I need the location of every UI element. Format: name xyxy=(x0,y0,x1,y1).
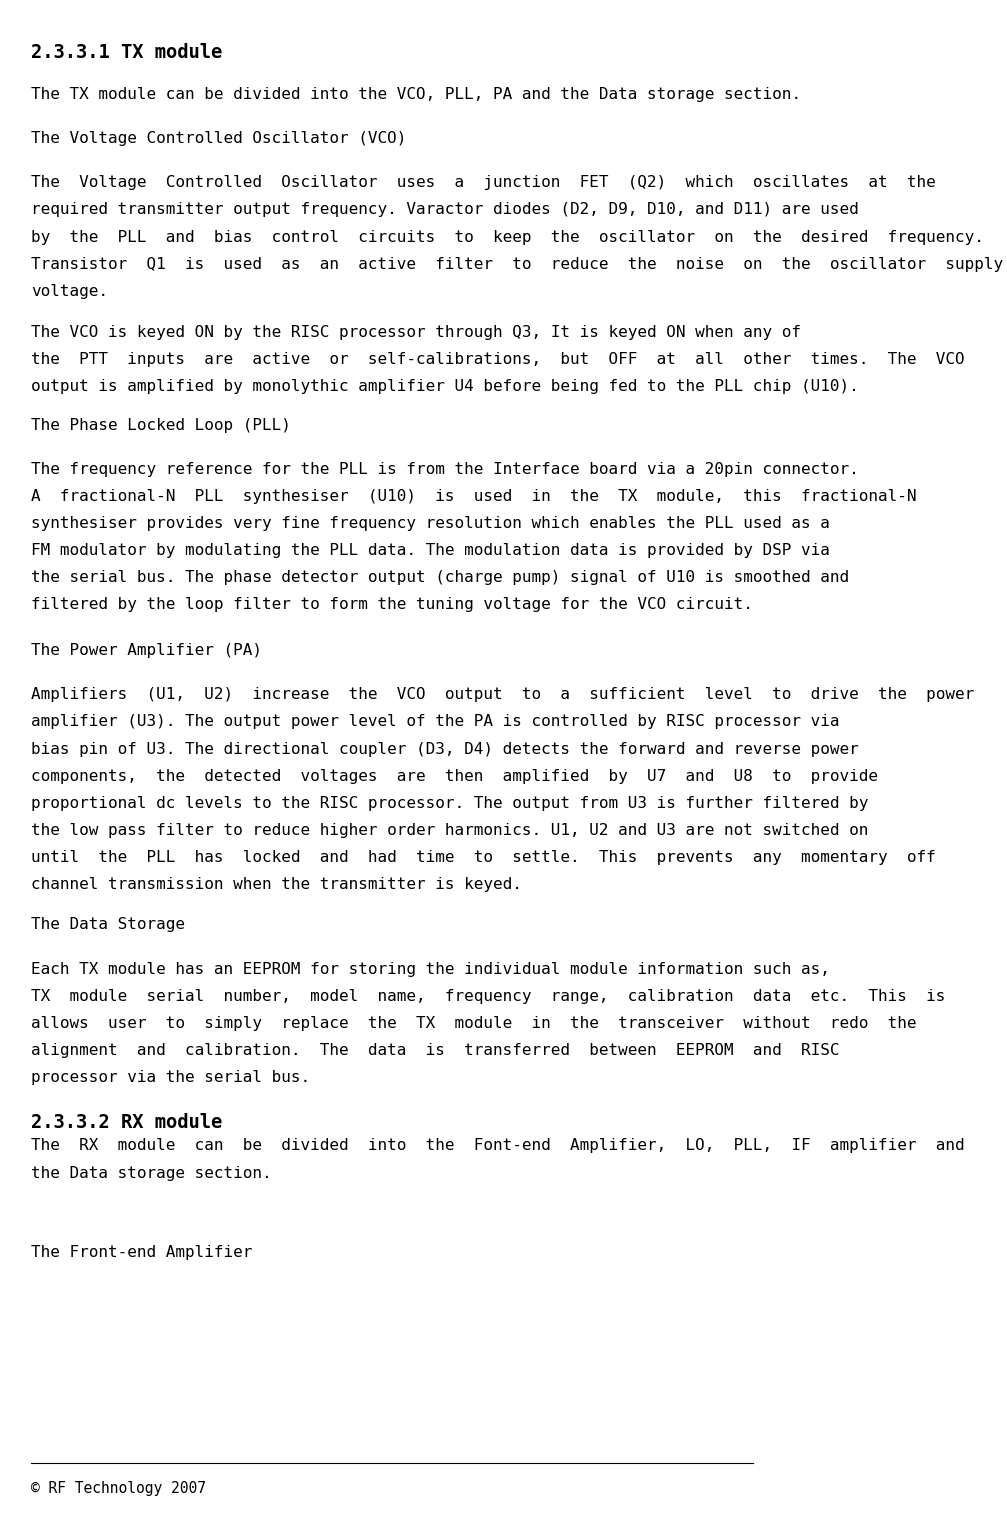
Text: The Phase Locked Loop (PLL): The Phase Locked Loop (PLL) xyxy=(31,418,291,433)
Text: © RF Technology 2007: © RF Technology 2007 xyxy=(31,1481,206,1497)
Text: the  PTT  inputs  are  active  or  self-calibrations,  but  OFF  at  all  other : the PTT inputs are active or self-calibr… xyxy=(31,352,965,367)
Text: output is amplified by monolythic amplifier U4 before being fed to the PLL chip : output is amplified by monolythic amplif… xyxy=(31,379,859,393)
Text: The  Voltage  Controlled  Oscillator  uses  a  junction  FET  (Q2)  which  oscil: The Voltage Controlled Oscillator uses a… xyxy=(31,175,937,190)
Text: processor via the serial bus.: processor via the serial bus. xyxy=(31,1070,310,1085)
Text: voltage.: voltage. xyxy=(31,283,109,299)
Text: The  RX  module  can  be  divided  into  the  Font-end  Amplifier,  LO,  PLL,  I: The RX module can be divided into the Fo… xyxy=(31,1138,965,1154)
Text: amplifier (U3). The output power level of the PA is controlled by RISC processor: amplifier (U3). The output power level o… xyxy=(31,715,840,730)
Text: filtered by the loop filter to form the tuning voltage for the VCO circuit.: filtered by the loop filter to form the … xyxy=(31,597,753,613)
Text: The TX module can be divided into the VCO, PLL, PA and the Data storage section.: The TX module can be divided into the VC… xyxy=(31,87,802,102)
Text: 2.3.3.1 TX module: 2.3.3.1 TX module xyxy=(31,43,223,61)
Text: the Data storage section.: the Data storage section. xyxy=(31,1166,272,1181)
Text: Amplifiers  (U1,  U2)  increase  the  VCO  output  to  a  sufficient  level  to : Amplifiers (U1, U2) increase the VCO out… xyxy=(31,687,975,703)
Text: TX  module  serial  number,  model  name,  frequency  range,  calibration  data : TX module serial number, model name, fre… xyxy=(31,989,946,1004)
Text: allows  user  to  simply  replace  the  TX  module  in  the  transceiver  withou: allows user to simply replace the TX mod… xyxy=(31,1017,916,1030)
Text: proportional dc levels to the RISC processor. The output from U3 is further filt: proportional dc levels to the RISC proce… xyxy=(31,796,869,811)
Text: synthesiser provides very fine frequency resolution which enables the PLL used a: synthesiser provides very fine frequency… xyxy=(31,517,830,530)
Text: The Data Storage: The Data Storage xyxy=(31,917,185,933)
Text: The Front-end Amplifier: The Front-end Amplifier xyxy=(31,1245,253,1260)
Text: channel transmission when the transmitter is keyed.: channel transmission when the transmitte… xyxy=(31,878,523,892)
Text: The VCO is keyed ON by the RISC processor through Q3, It is keyed ON when any of: The VCO is keyed ON by the RISC processo… xyxy=(31,325,802,340)
Text: FM modulator by modulating the PLL data. The modulation data is provided by DSP : FM modulator by modulating the PLL data.… xyxy=(31,543,830,558)
Text: A  fractional-N  PLL  synthesiser  (U10)  is  used  in  the  TX  module,  this  : A fractional-N PLL synthesiser (U10) is … xyxy=(31,489,916,504)
Text: The frequency reference for the PLL is from the Interface board via a 20pin conn: The frequency reference for the PLL is f… xyxy=(31,462,859,477)
Text: until  the  PLL  has  locked  and  had  time  to  settle.  This  prevents  any  : until the PLL has locked and had time to… xyxy=(31,850,937,866)
Text: Each TX module has an EEPROM for storing the individual module information such : Each TX module has an EEPROM for storing… xyxy=(31,962,830,977)
Text: Transistor  Q1  is  used  as  an  active  filter  to  reduce  the  noise  on  th: Transistor Q1 is used as an active filte… xyxy=(31,256,1004,271)
Text: the serial bus. The phase detector output (charge pump) signal of U10 is smoothe: the serial bus. The phase detector outpu… xyxy=(31,570,850,585)
Text: required transmitter output frequency. Varactor diodes (D2, D9, D10, and D11) ar: required transmitter output frequency. V… xyxy=(31,203,859,218)
Text: 2.3.3.2 RX module: 2.3.3.2 RX module xyxy=(31,1113,223,1131)
Text: the low pass filter to reduce higher order harmonics. U1, U2 and U3 are not swit: the low pass filter to reduce higher ord… xyxy=(31,823,869,838)
Text: components,  the  detected  voltages  are  then  amplified  by  U7  and  U8  to : components, the detected voltages are th… xyxy=(31,768,878,783)
Text: alignment  and  calibration.  The  data  is  transferred  between  EEPROM  and  : alignment and calibration. The data is t… xyxy=(31,1042,840,1058)
Text: bias pin of U3. The directional coupler (D3, D4) detects the forward and reverse: bias pin of U3. The directional coupler … xyxy=(31,742,859,756)
Text: The Voltage Controlled Oscillator (VCO): The Voltage Controlled Oscillator (VCO) xyxy=(31,131,407,146)
Text: The Power Amplifier (PA): The Power Amplifier (PA) xyxy=(31,643,263,658)
Text: by  the  PLL  and  bias  control  circuits  to  keep  the  oscillator  on  the  : by the PLL and bias control circuits to … xyxy=(31,230,984,244)
